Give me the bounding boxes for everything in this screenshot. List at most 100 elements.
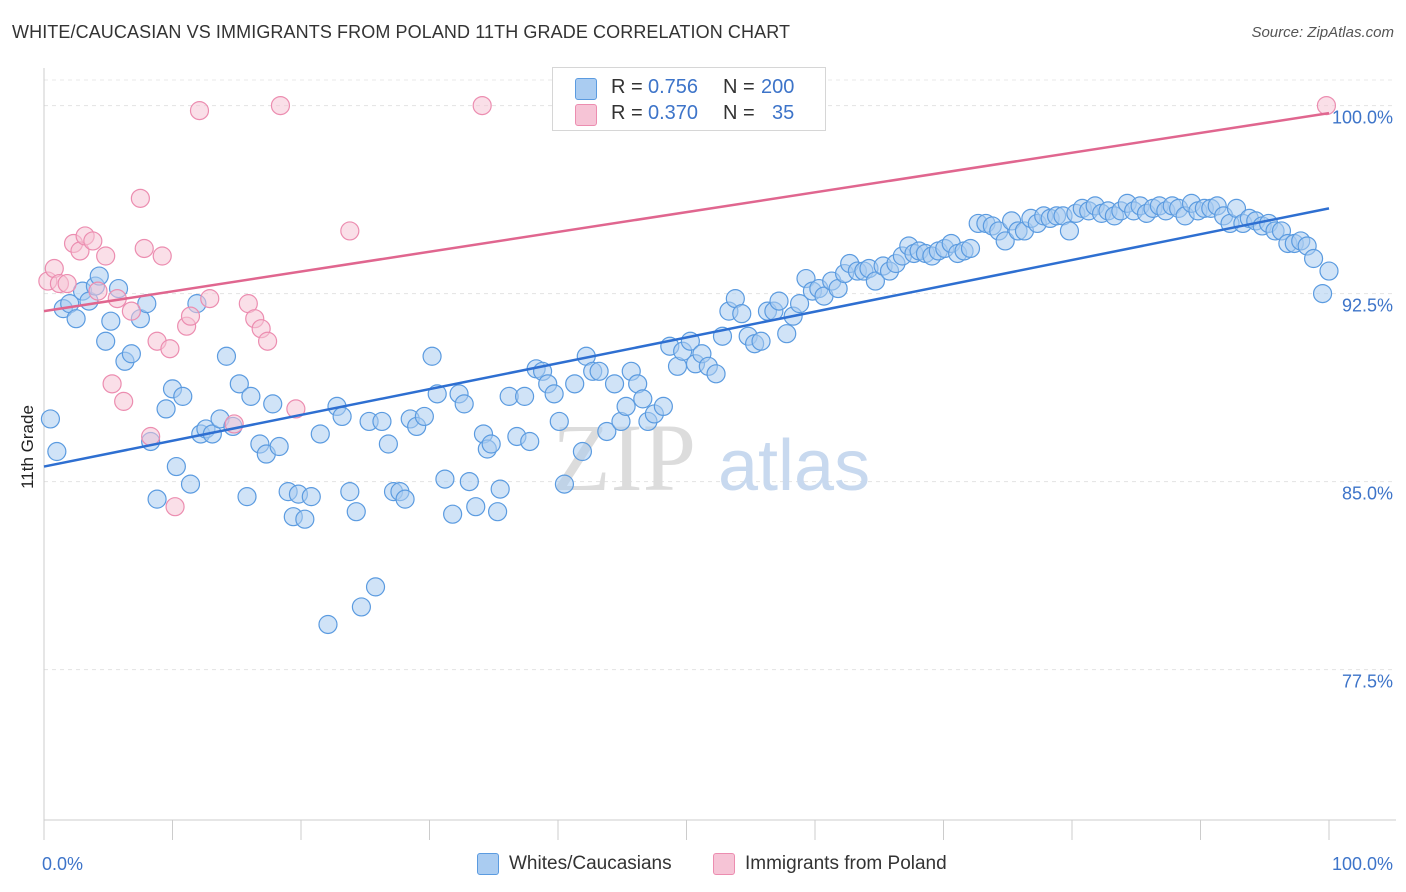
data-point bbox=[351, 597, 371, 617]
y-tick-label: 85.0% bbox=[1342, 484, 1393, 504]
data-point bbox=[554, 474, 575, 494]
data-point bbox=[152, 246, 172, 266]
whites-swatch bbox=[575, 78, 597, 100]
tick-labels: 77.5% 85.0% 92.5% 100.0% 0.0% 100.0% bbox=[42, 108, 1393, 874]
data-point bbox=[189, 101, 210, 121]
n-label: N = bbox=[723, 102, 755, 124]
chart-title: WHITE/CAUCASIAN VS IMMIGRANTS FROM POLAN… bbox=[12, 22, 791, 42]
data-point bbox=[286, 399, 306, 419]
data-point bbox=[200, 289, 220, 309]
data-point bbox=[134, 238, 154, 259]
data-point bbox=[147, 489, 167, 509]
data-point bbox=[472, 95, 492, 116]
data-point bbox=[549, 411, 569, 432]
poland-trend-line bbox=[43, 111, 1330, 313]
data-point bbox=[481, 434, 501, 454]
data-point bbox=[777, 324, 797, 344]
n-value: 35 bbox=[772, 102, 795, 124]
poland-swatch bbox=[575, 104, 597, 126]
data-point bbox=[789, 294, 810, 314]
data-point bbox=[653, 396, 673, 416]
legend-label: Whites/Caucasians bbox=[509, 853, 672, 874]
data-point bbox=[414, 406, 434, 427]
data-point bbox=[589, 361, 609, 381]
n-label: N = bbox=[723, 76, 755, 98]
x-tick-label: 0.0% bbox=[42, 854, 83, 874]
y-tick-label: 77.5% bbox=[1342, 672, 1393, 692]
data-point bbox=[365, 577, 386, 597]
data-point bbox=[130, 188, 150, 208]
data-points bbox=[38, 95, 1339, 635]
data-point bbox=[66, 309, 86, 329]
data-point bbox=[732, 304, 752, 324]
data-point bbox=[241, 386, 261, 406]
data-point bbox=[88, 281, 108, 301]
data-point bbox=[340, 221, 360, 241]
data-point bbox=[101, 311, 121, 331]
data-point bbox=[270, 95, 291, 116]
whites-legend-swatch bbox=[477, 853, 499, 875]
data-point bbox=[295, 509, 315, 529]
data-point bbox=[604, 374, 625, 394]
data-point bbox=[216, 346, 237, 366]
watermark: ZIP atlas bbox=[552, 404, 870, 511]
data-point bbox=[346, 502, 366, 522]
data-point bbox=[395, 489, 415, 509]
data-point bbox=[372, 411, 392, 432]
y-tick-label: 100.0% bbox=[1332, 108, 1393, 128]
data-point bbox=[121, 301, 141, 321]
data-point bbox=[616, 396, 636, 416]
data-point bbox=[597, 421, 617, 442]
data-point bbox=[488, 502, 508, 522]
data-point bbox=[237, 487, 257, 507]
data-point bbox=[633, 389, 653, 409]
data-point bbox=[378, 434, 398, 454]
data-point bbox=[466, 497, 486, 517]
data-point bbox=[422, 346, 442, 366]
data-point bbox=[332, 406, 352, 427]
legend-label: Immigrants from Poland bbox=[745, 853, 947, 874]
data-point bbox=[180, 306, 201, 326]
data-point bbox=[751, 331, 771, 351]
data-point bbox=[269, 436, 289, 457]
data-point bbox=[166, 456, 186, 477]
y-axis-label: 11th Grade bbox=[18, 405, 37, 489]
r-label: R = bbox=[611, 102, 643, 124]
n-value: 200 bbox=[761, 76, 795, 98]
data-point bbox=[121, 344, 141, 364]
data-point bbox=[454, 394, 474, 414]
data-point bbox=[156, 399, 176, 419]
data-point bbox=[706, 364, 726, 384]
r-label: R = bbox=[611, 76, 643, 98]
data-point bbox=[301, 487, 321, 507]
data-point bbox=[514, 386, 535, 406]
data-point bbox=[1303, 248, 1324, 269]
data-point bbox=[1319, 261, 1339, 281]
whites-points bbox=[40, 193, 1339, 635]
data-point bbox=[40, 409, 61, 429]
data-point bbox=[96, 331, 116, 351]
data-point bbox=[340, 482, 360, 502]
data-point bbox=[165, 497, 185, 517]
source-credit: Source: ZipAtlas.com bbox=[1251, 24, 1394, 41]
data-point bbox=[229, 374, 249, 394]
data-point bbox=[443, 504, 463, 524]
data-point bbox=[114, 391, 134, 411]
data-point bbox=[257, 331, 278, 351]
data-point bbox=[1312, 284, 1333, 304]
axes bbox=[43, 68, 1396, 840]
r-value: 0.370 bbox=[648, 102, 699, 124]
data-point bbox=[1059, 221, 1080, 241]
data-point bbox=[490, 479, 510, 499]
data-point bbox=[565, 374, 585, 394]
data-point bbox=[310, 424, 330, 444]
data-point bbox=[318, 614, 338, 635]
trend-lines bbox=[43, 111, 1330, 468]
data-point bbox=[160, 339, 180, 359]
data-point bbox=[520, 431, 540, 452]
data-point bbox=[263, 394, 283, 414]
data-point bbox=[102, 374, 122, 394]
x-tick-label: 100.0% bbox=[1332, 854, 1393, 874]
data-point bbox=[995, 231, 1015, 251]
data-point bbox=[83, 231, 103, 251]
